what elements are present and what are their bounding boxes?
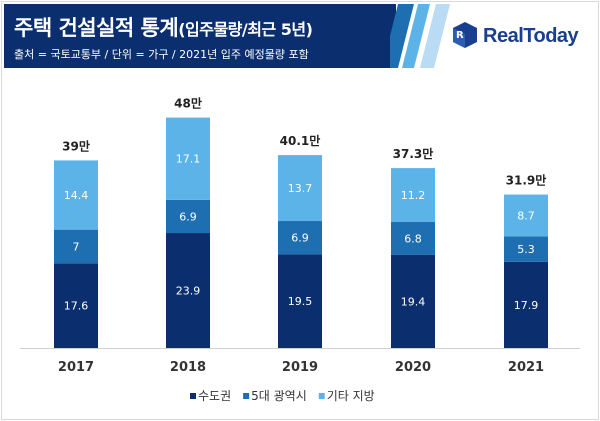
data-label: 14.4	[64, 189, 89, 202]
data-label: 13.7	[288, 182, 313, 195]
total-label: 39만	[62, 138, 90, 153]
svg-text:R: R	[456, 30, 464, 41]
total-label: 48만	[174, 96, 202, 111]
data-label: 7	[73, 241, 80, 254]
bar-segment	[166, 117, 210, 200]
logo-cube-icon: R	[453, 22, 477, 48]
bar-segment	[391, 221, 435, 255]
legend-label: 수도권	[198, 389, 231, 403]
bar-segment	[278, 254, 322, 348]
header-banner: 주택 건설실적 통계(입주물량/최근 5년) 출처 = 국토교통부 / 단위 =…	[4, 4, 396, 68]
bar-segment	[504, 236, 548, 262]
data-label: 6.8	[404, 232, 422, 245]
data-label: 8.7	[517, 209, 535, 222]
data-label: 6.9	[291, 232, 309, 245]
data-label: 17.1	[176, 153, 201, 166]
bar-segment	[391, 168, 435, 222]
data-label: 6.9	[179, 210, 197, 223]
total-label: 40.1만	[280, 133, 321, 148]
x-tick-label: 2017	[58, 360, 94, 375]
legend-swatch	[318, 393, 325, 399]
bar-segment	[54, 263, 98, 348]
x-tick-label: 2018	[170, 360, 206, 375]
data-label: 5.3	[517, 243, 535, 256]
data-label: 19.4	[401, 295, 426, 308]
data-label: 23.9	[176, 285, 201, 298]
bar-segment	[166, 233, 210, 348]
total-label: 31.9만	[506, 173, 547, 188]
legend-label: 기타 지방	[327, 389, 375, 403]
legend-label: 5대 광역시	[251, 389, 307, 403]
bar-segment	[504, 261, 548, 348]
logo-text: RealToday	[483, 24, 579, 47]
legend-swatch	[243, 393, 250, 399]
data-label: 11.2	[401, 189, 426, 202]
data-label: 17.6	[64, 300, 89, 313]
bar-segment	[54, 160, 98, 230]
data-label: 17.9	[514, 299, 539, 312]
x-tick-label: 2020	[395, 360, 431, 375]
x-tick-label: 2021	[508, 360, 544, 375]
data-label: 19.5	[288, 295, 313, 308]
bar-segment	[504, 194, 548, 237]
header-stripes	[390, 4, 450, 68]
bar-segment	[166, 199, 210, 234]
legend-swatch	[190, 393, 196, 399]
title-sub: (입주물량/최근 5년)	[178, 20, 313, 39]
total-label: 37.3만	[393, 146, 434, 161]
source-note: 출처 = 국토교통부 / 단위 = 가구 / 2021년 입주 예정물량 포함	[14, 48, 309, 61]
bar-segment	[391, 254, 435, 348]
realtoday-logo: R RealToday	[447, 18, 579, 54]
x-tick-label: 2019	[282, 360, 318, 375]
bar-segment	[278, 155, 322, 222]
chart-title: 주택 건설실적 통계(입주물량/최근 5년)	[14, 12, 313, 42]
bar-segment	[278, 221, 322, 255]
bar-segment	[54, 229, 98, 264]
title-main: 주택 건설실적 통계	[14, 16, 179, 40]
